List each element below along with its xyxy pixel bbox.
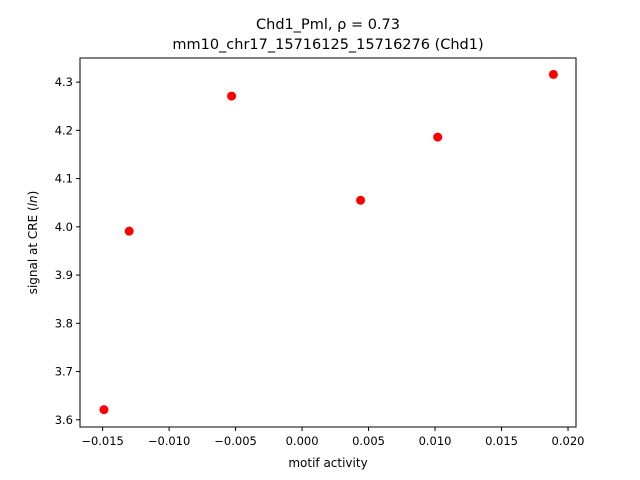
x-tick-label: 0.005 [352, 434, 385, 448]
data-point [124, 226, 134, 236]
y-axis-label: signal at CRE (ln) [26, 191, 40, 295]
chart-title-line2: mm10_chr17_15716125_15716276 (Chd1) [172, 37, 483, 53]
x-tick-label: −0.005 [214, 434, 257, 448]
y-tick-label: 3.6 [55, 413, 73, 427]
y-tick-label: 4.3 [55, 75, 73, 89]
x-axis-ticks: −0.015 −0.010 −0.005 0.000 0.005 0.010 0.015 0.… [81, 427, 584, 448]
y-tick-label: 4.0 [55, 220, 73, 234]
y-tick-label: 3.7 [55, 365, 73, 379]
data-point [548, 69, 558, 79]
points-layer [99, 69, 558, 415]
x-tick-label: 0.000 [286, 434, 319, 448]
x-tick-label: −0.010 [148, 434, 191, 448]
x-axis-label: motif activity [288, 456, 367, 470]
data-point [356, 195, 366, 205]
plot-area [79, 57, 577, 428]
y-axis-label-suffix: ) [26, 191, 40, 196]
x-tick-label: −0.015 [81, 434, 124, 448]
y-axis-ticks: 3.6 3.7 3.8 3.9 4.0 4.1 4.2 4.3 [55, 75, 80, 427]
axes-frame [79, 57, 577, 428]
x-tick-label: 0.015 [485, 434, 518, 448]
y-tick-label: 3.8 [55, 316, 73, 330]
data-point [227, 91, 237, 101]
data-point [433, 132, 443, 142]
y-tick-label: 4.2 [55, 123, 73, 137]
y-axis-label-italic: ln [26, 195, 40, 206]
x-tick-label: 0.010 [419, 434, 452, 448]
chart-title-line1: Chd1_Pml, ρ = 0.73 [256, 17, 400, 33]
data-point [99, 405, 109, 415]
y-tick-label: 4.1 [55, 172, 73, 186]
y-axis-label-prefix: signal at CRE ( [26, 206, 40, 294]
y-tick-label: 3.9 [55, 268, 73, 282]
x-tick-label: 0.020 [552, 434, 585, 448]
